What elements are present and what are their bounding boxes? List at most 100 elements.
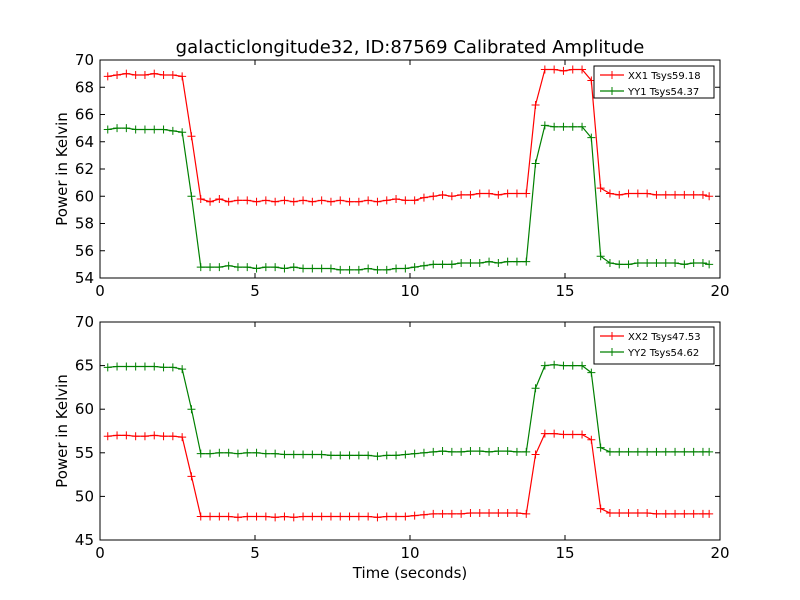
data-point-marker xyxy=(196,263,205,272)
data-point-marker xyxy=(252,197,261,206)
data-point-marker xyxy=(705,260,714,269)
legend-label: YY2 Tsys54.62 xyxy=(627,348,699,359)
data-point-marker xyxy=(540,429,549,438)
data-point-marker xyxy=(159,70,168,79)
data-point-marker xyxy=(289,263,298,272)
x-tick-label: 5 xyxy=(250,282,260,300)
data-point-marker xyxy=(438,509,447,518)
legend-label: XX1 Tsys59.18 xyxy=(628,71,701,82)
data-point-marker xyxy=(326,197,335,206)
data-point-marker xyxy=(243,448,252,457)
data-point-marker xyxy=(689,259,698,268)
data-point-marker xyxy=(438,190,447,199)
data-point-marker xyxy=(615,508,624,517)
data-point-marker xyxy=(596,504,605,513)
data-point-marker xyxy=(429,260,438,269)
data-point-marker xyxy=(605,189,614,198)
legend-marker xyxy=(608,348,616,356)
data-point-marker xyxy=(466,190,475,199)
data-point-marker xyxy=(605,508,614,517)
data-point-marker xyxy=(698,259,707,268)
x-tick-label: 15 xyxy=(555,282,574,300)
legend-marker xyxy=(608,87,616,95)
data-point-marker xyxy=(140,432,149,441)
y-tick-label: 60 xyxy=(75,187,94,205)
data-point-marker xyxy=(559,66,568,75)
data-point-marker xyxy=(578,430,587,439)
data-point-marker xyxy=(705,447,714,456)
data-point-marker xyxy=(540,65,549,74)
series-line xyxy=(107,364,710,457)
data-point-marker xyxy=(540,121,549,130)
data-point-marker xyxy=(671,259,680,268)
data-point-marker xyxy=(215,263,224,272)
data-point-marker xyxy=(317,450,326,459)
data-point-marker xyxy=(392,512,401,521)
data-point-marker xyxy=(457,190,466,199)
data-point-marker xyxy=(392,194,401,203)
data-point-marker xyxy=(578,361,587,370)
data-point-marker xyxy=(168,432,177,441)
data-point-marker xyxy=(540,361,549,370)
data-point-marker xyxy=(243,196,252,205)
data-point-marker xyxy=(308,450,317,459)
data-point-marker xyxy=(299,264,308,273)
data-point-marker xyxy=(401,264,410,273)
data-point-marker xyxy=(140,125,149,134)
data-point-marker xyxy=(531,450,540,459)
data-point-marker xyxy=(113,124,122,133)
data-point-marker xyxy=(113,362,122,371)
data-point-marker xyxy=(178,72,187,81)
y-tick-label: 64 xyxy=(75,133,94,151)
data-point-marker xyxy=(475,508,484,517)
data-point-marker xyxy=(652,509,661,518)
data-point-marker xyxy=(680,447,689,456)
data-point-marker xyxy=(410,449,419,458)
data-point-marker xyxy=(633,259,642,268)
data-point-marker xyxy=(233,449,242,458)
data-point-marker xyxy=(643,259,652,268)
data-point-marker xyxy=(466,447,475,456)
data-point-marker xyxy=(122,362,131,371)
data-point-marker xyxy=(429,447,438,456)
data-point-marker xyxy=(206,512,215,521)
data-point-marker xyxy=(457,447,466,456)
data-point-marker xyxy=(671,447,680,456)
data-point-marker xyxy=(643,189,652,198)
data-point-marker xyxy=(559,122,568,131)
data-point-marker xyxy=(159,432,168,441)
data-point-marker xyxy=(215,448,224,457)
data-point-marker xyxy=(382,451,391,460)
data-point-marker xyxy=(652,447,661,456)
legend-box xyxy=(593,326,715,365)
legend-label: YY1 Tsys54.37 xyxy=(627,87,699,98)
data-point-marker xyxy=(661,509,670,518)
data-point-marker xyxy=(550,65,559,74)
data-point-marker xyxy=(568,430,577,439)
data-point-marker xyxy=(578,122,587,131)
data-point-marker xyxy=(289,197,298,206)
data-point-marker xyxy=(308,264,317,273)
data-point-marker xyxy=(550,122,559,131)
data-point-marker xyxy=(522,189,531,198)
data-point-marker xyxy=(475,447,484,456)
data-point-marker xyxy=(326,451,335,460)
data-point-marker xyxy=(689,190,698,199)
y-tick-label: 66 xyxy=(75,106,94,124)
data-point-marker xyxy=(568,65,577,74)
data-point-marker xyxy=(401,450,410,459)
data-point-marker xyxy=(168,70,177,79)
data-point-marker xyxy=(633,508,642,517)
data-point-marker xyxy=(382,196,391,205)
y-tick-label: 55 xyxy=(75,444,94,462)
data-point-marker xyxy=(103,432,112,441)
data-point-marker xyxy=(587,368,596,377)
data-point-marker xyxy=(336,451,345,460)
data-point-marker xyxy=(503,257,512,266)
data-point-marker xyxy=(345,512,354,521)
data-point-marker xyxy=(299,196,308,205)
data-point-marker xyxy=(336,265,345,274)
chart-panel-2: 0 5 10 15 20 45 50 55 60 65 70 Power in Kelvin Time … xyxy=(53,313,730,582)
data-point-marker xyxy=(624,260,633,269)
y-tick-label: 50 xyxy=(75,487,94,505)
